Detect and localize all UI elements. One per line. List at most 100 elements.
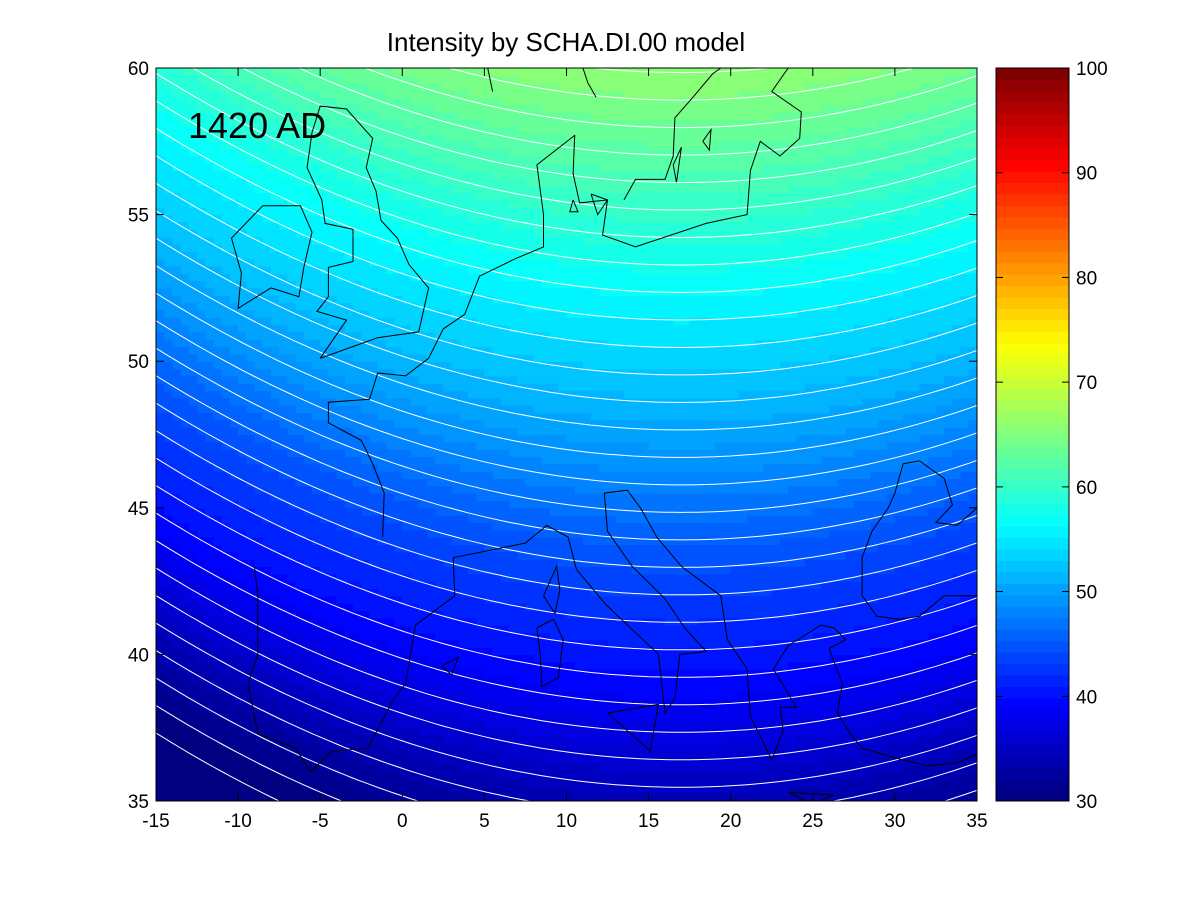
field-cell [426, 698, 436, 707]
field-cell [418, 295, 428, 304]
field-cell [238, 214, 247, 223]
field-cell [303, 683, 313, 692]
field-cell [385, 617, 395, 626]
field-cell [336, 126, 346, 135]
field-cell [205, 742, 215, 751]
field-cell [377, 383, 387, 392]
field-cell [197, 581, 206, 590]
field-cell [369, 317, 379, 326]
field-cell [311, 383, 321, 392]
field-cell [287, 82, 297, 91]
field-cell [385, 390, 395, 399]
field-cell [418, 104, 428, 113]
field-cell [451, 155, 461, 164]
field-cell [509, 309, 518, 318]
field-cell [262, 346, 272, 355]
field-cell [238, 478, 247, 487]
field-cell [156, 258, 165, 267]
field-cell [229, 89, 239, 98]
field-cell [517, 522, 527, 531]
field-cell [435, 427, 444, 436]
field-cell [287, 779, 297, 787]
field-cell [361, 720, 371, 729]
field-cell [221, 515, 231, 524]
field-cell [353, 727, 362, 736]
field-cell [303, 82, 313, 91]
field-cell [336, 280, 346, 289]
field-cell [303, 735, 313, 743]
field-cell [509, 757, 518, 765]
field-cell [270, 500, 280, 509]
field-cell [500, 199, 510, 208]
field-cell [361, 727, 371, 736]
field-cell [443, 177, 453, 186]
field-cell [385, 361, 395, 370]
field-cell [426, 727, 436, 736]
field-cell [558, 126, 568, 135]
field-cell [221, 793, 231, 801]
field-cell [492, 82, 502, 91]
field-cell [418, 441, 428, 450]
field-cell [500, 155, 510, 164]
field-cell [353, 353, 362, 362]
field-cell [476, 603, 485, 612]
field-cell [509, 588, 518, 597]
field-cell [369, 111, 379, 120]
field-cell [558, 537, 568, 546]
field-cell [459, 280, 469, 289]
field-cell [451, 515, 461, 524]
field-cell [418, 163, 428, 172]
field-cell [402, 192, 412, 201]
field-cell [533, 581, 543, 590]
field-cell [279, 786, 288, 795]
field-cell [385, 669, 395, 677]
field-cell [311, 258, 321, 267]
field-cell [484, 148, 494, 157]
field-cell [385, 258, 395, 267]
field-cell [213, 449, 223, 458]
field-cell [410, 170, 420, 179]
field-cell [180, 698, 190, 707]
field-cell [213, 214, 223, 223]
field-cell [164, 405, 174, 414]
field-cell [328, 449, 338, 458]
field-cell [492, 610, 502, 619]
field-cell [156, 449, 165, 458]
field-cell [500, 177, 510, 186]
field-cell [303, 353, 313, 362]
field-cell [451, 397, 461, 406]
field-cell [377, 603, 387, 612]
field-cell [467, 368, 477, 377]
field-cell [320, 170, 330, 179]
field-cell [262, 427, 272, 436]
field-cell [238, 368, 247, 377]
field-cell [254, 236, 264, 245]
field-cell [541, 317, 551, 326]
field-cell [558, 339, 568, 348]
field-cell [229, 735, 239, 743]
field-cell [156, 441, 165, 450]
field-cell [361, 199, 371, 208]
field-cell [287, 676, 297, 685]
field-cell [328, 148, 338, 157]
field-cell [353, 309, 362, 318]
field-cell [172, 339, 182, 348]
field-cell [443, 793, 453, 801]
field-cell [550, 163, 559, 172]
field-cell [295, 793, 305, 801]
field-cell [558, 632, 568, 641]
field-cell [418, 243, 428, 252]
field-cell [172, 353, 182, 362]
field-cell [213, 265, 223, 274]
field-cell [476, 654, 485, 663]
field-cell [188, 617, 198, 626]
field-cell [311, 287, 321, 296]
field-cell [467, 639, 477, 648]
field-cell [328, 522, 338, 531]
field-cell [279, 419, 288, 428]
field-cell [459, 478, 469, 487]
field-cell [246, 273, 256, 282]
field-cell [328, 632, 338, 641]
field-cell [156, 463, 165, 472]
field-cell [426, 771, 436, 780]
